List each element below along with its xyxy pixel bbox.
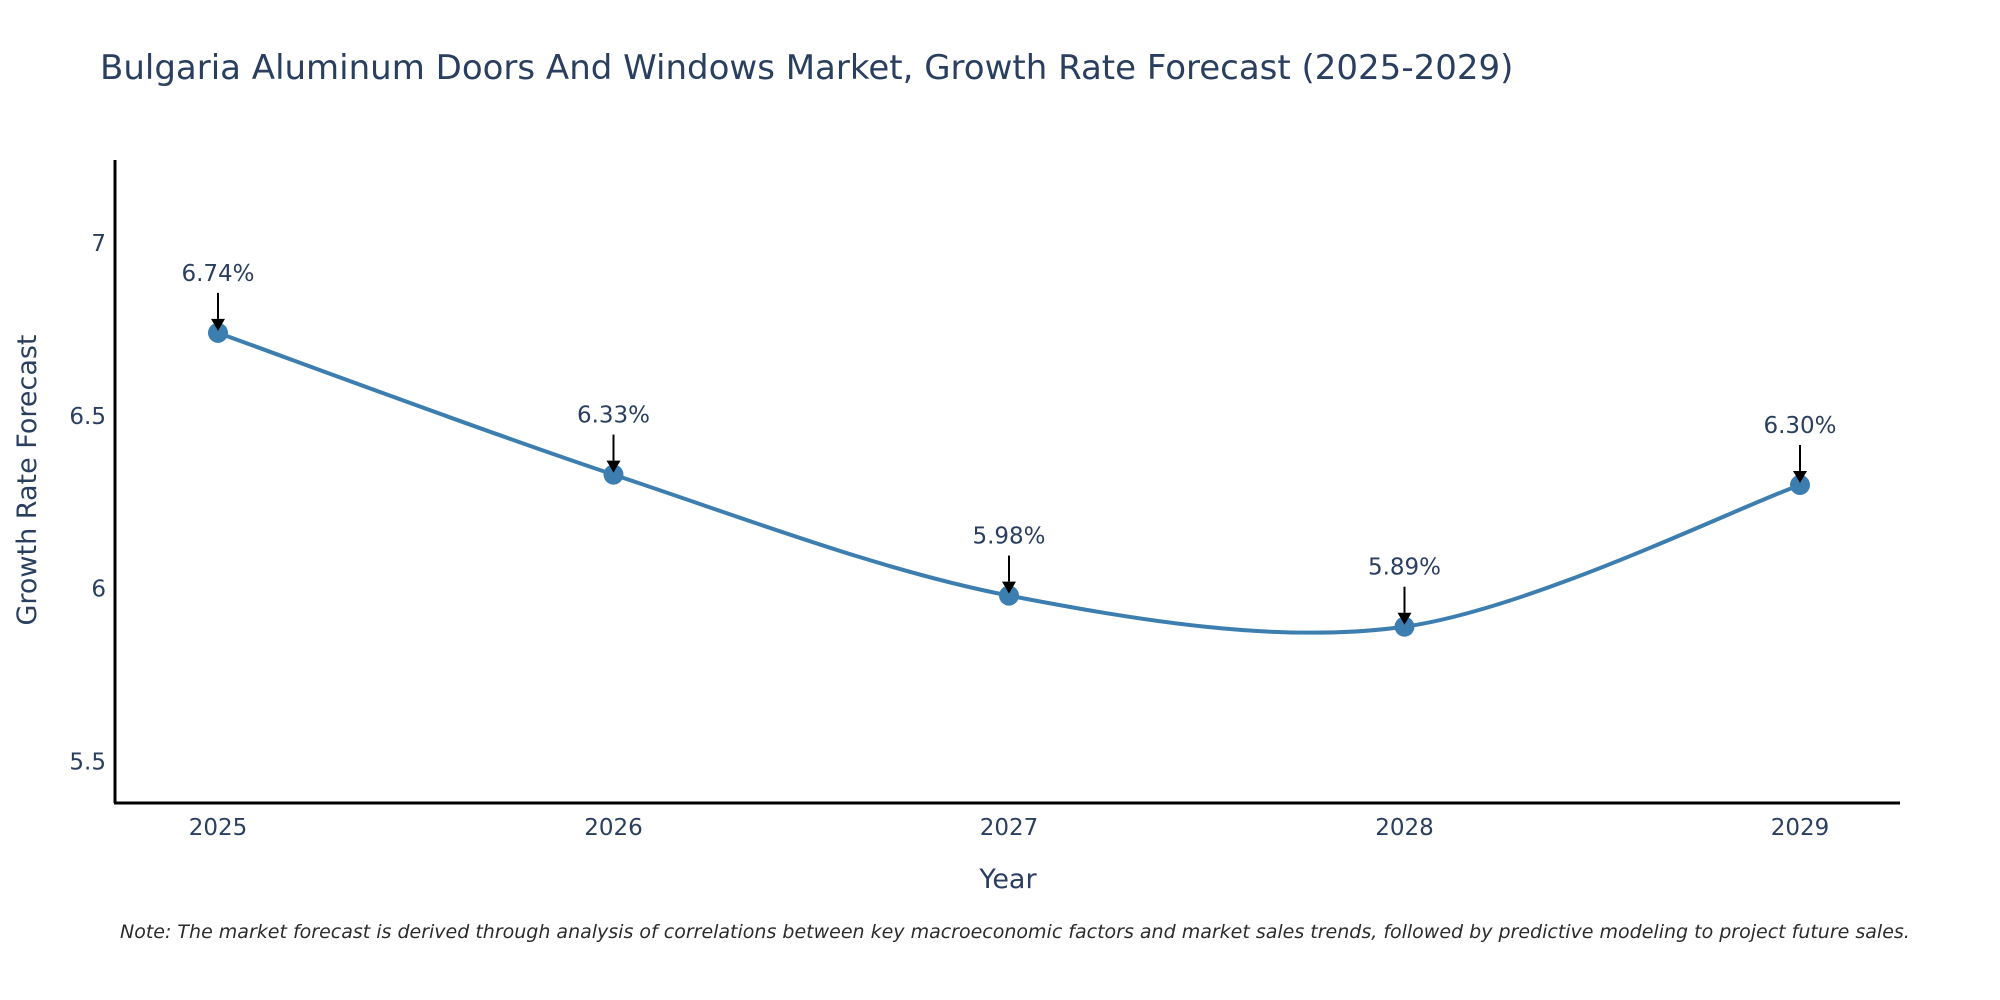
data-label: 5.89% [1368, 555, 1441, 581]
y-tick-label: 6.5 [69, 404, 106, 430]
x-tick-label: 2028 [1375, 815, 1434, 841]
x-tick-label: 2029 [1771, 815, 1830, 841]
data-label: 6.74% [181, 261, 254, 287]
data-label: 6.30% [1763, 413, 1836, 439]
y-tick-label: 7 [91, 231, 106, 257]
x-tick-label: 2026 [584, 815, 643, 841]
annotation-arrow-head [1397, 612, 1412, 625]
chart-title: Bulgaria Aluminum Doors And Windows Mark… [100, 48, 1513, 88]
data-point[interactable] [1394, 616, 1415, 637]
x-tick-label: 2025 [189, 815, 248, 841]
annotation-arrow-head [1793, 470, 1807, 483]
annotation-arrow-head [211, 318, 225, 331]
annotation-arrow-head [606, 460, 621, 473]
y-ticks: 5.5 6 6.5 7 [69, 231, 106, 776]
footnote: Note: The market forecast is derived thr… [120, 921, 1910, 943]
plot-area: 6.74% 6.33% 5.98% 5.89% 6.30% [181, 261, 1837, 637]
data-point[interactable] [999, 585, 1019, 606]
x-axis-title: Year [978, 864, 1037, 895]
y-tick-label: 6 [91, 577, 106, 603]
x-tick-label: 2027 [980, 815, 1039, 841]
data-label: 6.33% [577, 403, 650, 429]
data-label: 5.98% [972, 524, 1045, 550]
data-point[interactable] [603, 464, 624, 485]
y-tick-label: 5.5 [69, 750, 106, 776]
x-ticks: 2025 2026 2027 2028 2029 [189, 815, 1830, 841]
annotation-arrow-head [1002, 581, 1016, 594]
data-point[interactable] [208, 322, 228, 343]
data-point[interactable] [1790, 474, 1810, 495]
y-axis-title: Growth Rate Forecast [12, 334, 43, 625]
